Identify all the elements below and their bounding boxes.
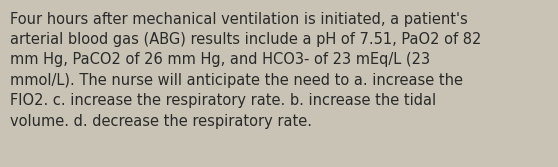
Text: Four hours after mechanical ventilation is initiated, a patient's
arterial blood: Four hours after mechanical ventilation …: [10, 12, 482, 129]
